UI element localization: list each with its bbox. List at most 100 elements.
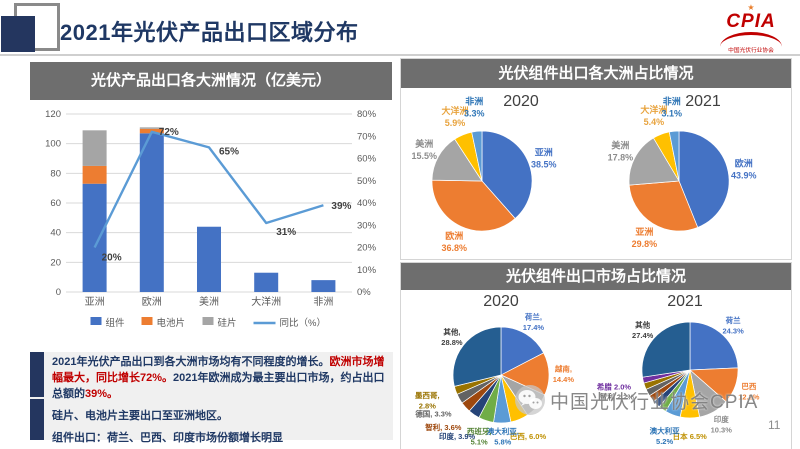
chart-text: 非洲 — [663, 95, 681, 106]
summary-run: 2021年欧洲成为最主要出口市场，约占出口总额的 — [52, 371, 385, 400]
chart-text: 美洲 — [199, 295, 219, 308]
chart-text: 越南, — [554, 363, 572, 373]
chart-text: 20% — [357, 243, 377, 254]
chart-text: 欧洲 — [735, 157, 753, 168]
chart-text: 100 — [45, 139, 61, 150]
chart-text: 65% — [219, 146, 239, 157]
chart-text: 印度, 3.9% — [439, 431, 476, 441]
chart-text: 5.8% — [494, 438, 511, 447]
chart-text: 欧洲 — [445, 230, 463, 241]
chart-text: 80 — [50, 168, 61, 179]
pie-slice-欧洲 — [431, 179, 516, 232]
chart-text: 巴西, 6.0% — [510, 432, 547, 441]
yoy-line — [93, 130, 324, 249]
chart-text: 3.3% — [464, 108, 485, 118]
chart-text: 120 — [45, 109, 61, 120]
chart-text: 欧洲 — [142, 296, 162, 308]
chart-text: 40 — [50, 228, 61, 239]
pie-market-2020: 2020 荷兰,17.4% 越南, 14.4% 巴西, 6.0%澳大利亚, 5.8%西班牙… — [415, 293, 575, 447]
chart-text: 60 — [50, 198, 61, 209]
chart-text: 2021 — [685, 93, 721, 110]
bar-segment-组件 — [311, 280, 336, 292]
chart-text: 非洲 — [465, 95, 483, 106]
chart-text: 5.4% — [644, 117, 665, 127]
chart-text: 荷兰, — [524, 312, 542, 322]
chart-text: 12.2% — [738, 392, 760, 401]
market-share-title: 光伏组件出口市场占比情况 — [401, 263, 791, 290]
chart-text: 2021 — [667, 293, 703, 310]
logo-text: CPIA — [726, 11, 776, 32]
chart-text: 30% — [357, 220, 377, 231]
chart-text: 印度 — [714, 414, 729, 424]
summary-paragraph-1: 2021年光伏产品出口到各大洲市场均有不同程度的增长。欧洲市场增幅最大，同比增长… — [52, 355, 387, 403]
chart-text: 70% — [357, 131, 377, 142]
bar-segment-组件 — [197, 226, 221, 292]
chart-text: 2020 — [503, 93, 539, 110]
summary-box — [30, 352, 393, 440]
chart-text: 38.5% — [531, 160, 557, 170]
chart-text: 36.8% — [442, 243, 468, 253]
legend-swatch — [90, 317, 102, 325]
summary-text: 2021年光伏产品出口到各大洲市场均有不同程度的增长。欧洲市场增幅最大，同比增长… — [52, 355, 387, 449]
chart-text: 美洲 — [611, 140, 629, 151]
chart-text: 智利, 3.6% — [425, 422, 462, 432]
page-number: 11 — [768, 418, 781, 432]
chart-text: 荷兰 — [725, 315, 741, 325]
chart-text: 大洋洲 — [442, 105, 469, 116]
chart-text: 同比（%） — [280, 317, 326, 329]
logo-subtext: 中国光伏行业协会 — [728, 48, 774, 54]
chart-text: 亚洲 — [85, 296, 105, 308]
summary-run: 39%。 — [85, 387, 119, 400]
chart-text: 31% — [276, 227, 296, 238]
chart-text: 日本 6.5% — [673, 431, 708, 441]
chart-text: 组件 — [106, 317, 126, 329]
pie-slice-荷兰 — [689, 321, 739, 371]
chart-text: 80% — [357, 109, 377, 120]
chart-text: 大洋洲 — [251, 295, 281, 308]
chart-text: 其他, — [443, 326, 460, 336]
chart-text: 50% — [357, 176, 377, 187]
summary-accent-bar-1 — [30, 352, 44, 397]
bar-segment-硅片 — [139, 127, 164, 129]
bar-segment-电池片 — [82, 165, 107, 184]
pie-slice-荷兰 — [500, 326, 545, 376]
chart-text: 5.9% — [445, 118, 466, 128]
chart-text: 美洲 — [415, 138, 433, 149]
pie-slice-其他 — [452, 326, 502, 387]
legend-swatch — [202, 317, 214, 325]
chart-text: 17.8% — [608, 153, 634, 163]
chart-text: 希腊 2.0% — [597, 381, 632, 391]
summary-accent-bar-2 — [30, 399, 44, 440]
bar-line-combo-chart: 0 20 40 60 80 100 120 0% 10% 20% 30% 40% 50% 60% 70% 80… — [45, 109, 377, 329]
chart-text: 2.8% — [419, 401, 436, 410]
chart-text: 5.1% — [471, 438, 488, 447]
pie-slice-非洲 — [471, 130, 483, 182]
chart-text: 29.8% — [632, 239, 658, 249]
chart-text: 43.9% — [731, 170, 757, 180]
pie-slice-非洲 — [668, 130, 680, 182]
pie-slice-其他 — [641, 321, 691, 378]
bar-chart-panel: 光伏产品出口各大洲情况（亿美元） 0 20 40 60 80 100 120 0% 10% 20%… — [30, 62, 392, 340]
pie-slice-美洲 — [431, 138, 483, 182]
legend-swatch — [141, 317, 153, 325]
continent-share-title: 光伏组件出口各大洲占比情况 — [401, 59, 791, 88]
chart-text: 智利 2.2% — [600, 391, 635, 401]
chart-text: 亚洲 — [635, 227, 653, 237]
page-title: 2021年光伏产品出口区域分布 — [60, 20, 359, 45]
chart-text: 亚洲 — [535, 148, 553, 158]
bar-segment-硅片 — [82, 130, 107, 166]
bar-chart-title: 光伏产品出口各大洲情况（亿美元） — [30, 62, 392, 100]
chart-text: 大洋洲 — [640, 104, 667, 115]
pie-slice-亚洲 — [628, 180, 699, 232]
logo-arc — [720, 32, 782, 47]
chart-text: 2020 — [483, 293, 519, 310]
chart-text: 14.4% — [553, 375, 575, 384]
bar-segment-组件 — [82, 183, 107, 292]
chart-text: 17.4% — [523, 323, 545, 332]
chart-text: 5.2% — [656, 437, 673, 446]
bar-segment-组件 — [254, 272, 279, 292]
summary-run: 欧洲市场增幅最大，同比增长72%。 — [52, 356, 385, 384]
chart-text: 20% — [102, 253, 122, 264]
